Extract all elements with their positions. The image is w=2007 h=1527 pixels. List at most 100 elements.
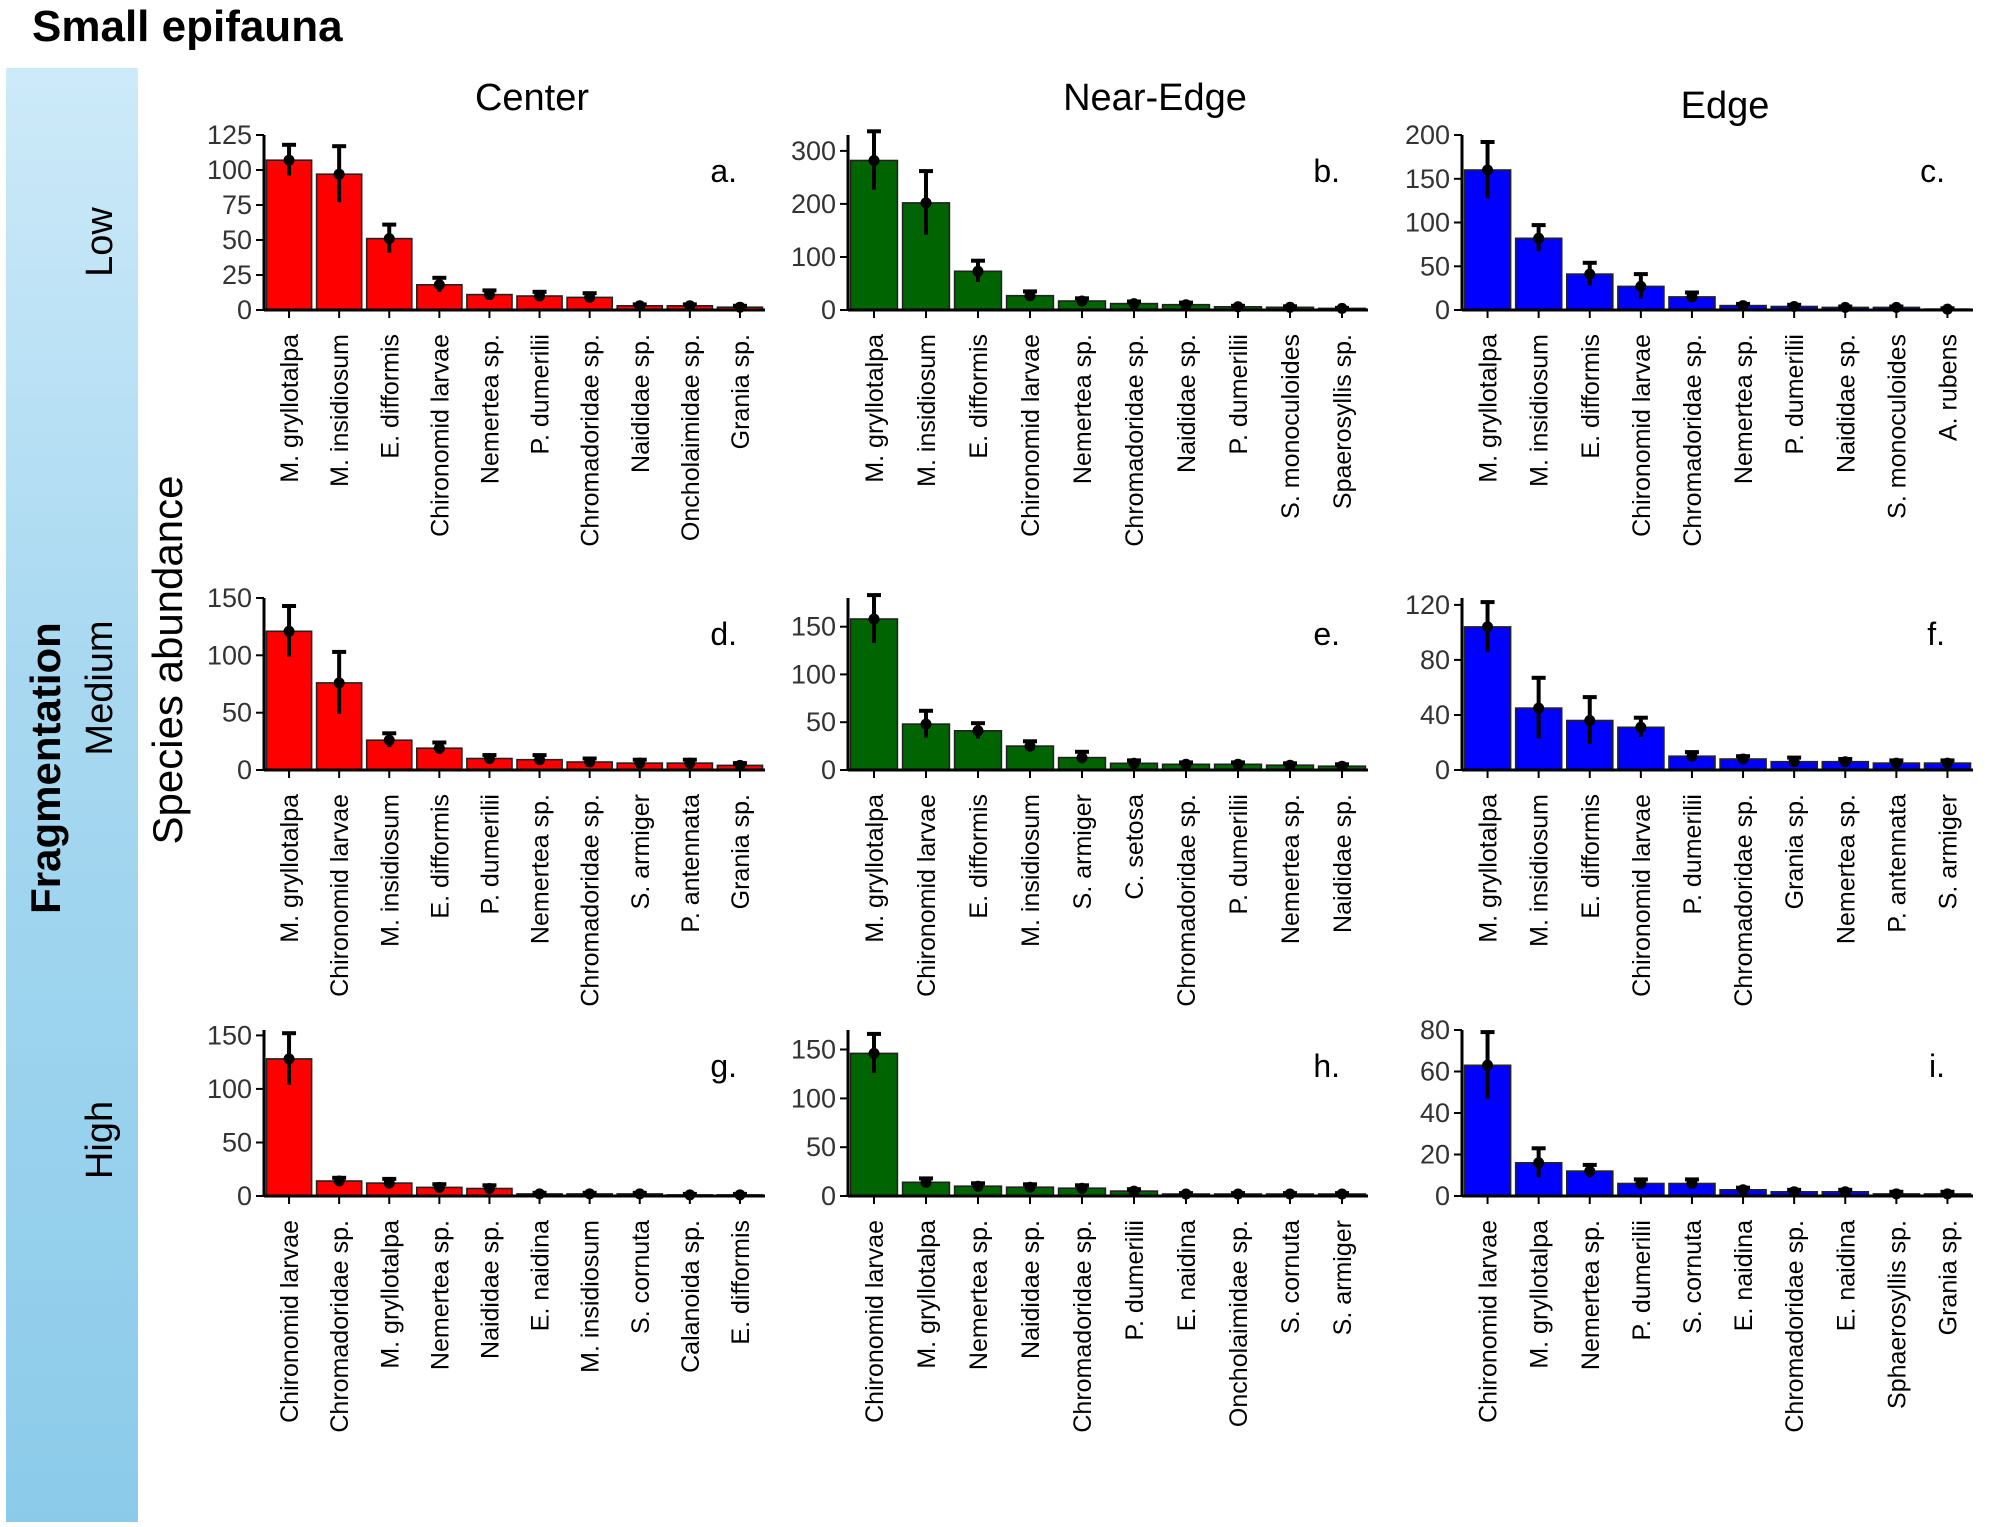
row-label-high: High	[79, 1101, 121, 1179]
mean-point	[333, 1175, 345, 1187]
category-label: P. dumerilii	[1679, 794, 1707, 914]
y-tick-label: 20	[1420, 1140, 1450, 1170]
category-label: Nemertea sp.	[1069, 334, 1097, 484]
panel-letter: i.	[1929, 1048, 1945, 1084]
category-label: Naididae sp.	[476, 1220, 504, 1359]
y-tick-label: 0	[237, 1181, 252, 1211]
mean-point	[734, 759, 746, 771]
category-label: Chromadoridae sp.	[1173, 794, 1201, 1007]
mean-point	[433, 742, 445, 754]
category-label: E. naidina	[1730, 1220, 1758, 1331]
mean-point	[972, 725, 984, 737]
category-label: Oncholaimidae sp.	[677, 334, 705, 541]
category-label: Chironomid larvae	[1475, 1220, 1503, 1423]
column-headers: Center Near-Edge Edge	[475, 77, 1769, 127]
y-tick-label: 60	[1420, 1057, 1450, 1087]
panel-letter: a.	[710, 153, 737, 189]
mean-point	[283, 625, 295, 637]
category-label: Chironomid larvae	[1628, 794, 1656, 997]
category-label: Nemertea sp.	[1577, 1220, 1605, 1370]
mean-point	[433, 279, 445, 291]
mean-point	[1076, 1182, 1088, 1194]
y-tick-label: 200	[1405, 120, 1450, 150]
category-label: M. insidiosum	[577, 1220, 605, 1373]
mean-point	[1232, 758, 1244, 770]
y-tick-label: 50	[222, 225, 252, 255]
category-label: Spaerosyllis sp.	[1329, 334, 1357, 509]
category-label: S. armiger	[1329, 1220, 1357, 1335]
category-label: Naididae sp.	[627, 334, 655, 473]
y-tick-label: 0	[821, 295, 836, 325]
figure-title: Small epifauna	[32, 2, 343, 51]
y-tick-label: 150	[207, 1020, 252, 1050]
chart-panel-d: M. gryllotalpa Chironomid larvae M. insidi…	[207, 583, 765, 1007]
category-label: Chironomid larvae	[1628, 334, 1656, 537]
column-header-edge: Edge	[1681, 85, 1770, 127]
mean-point	[1180, 758, 1192, 770]
mean-point	[483, 753, 495, 764]
mean-point	[972, 1180, 984, 1192]
mean-point	[1533, 232, 1545, 244]
mean-point	[483, 1183, 495, 1194]
y-tick-label: 120	[1405, 590, 1450, 620]
y-tick-label: 50	[806, 1132, 836, 1162]
y-tick-label: 0	[821, 755, 836, 785]
y-tick-label: 40	[1420, 1098, 1450, 1128]
mean-point	[483, 289, 495, 301]
category-label: A. rubens	[1935, 334, 1963, 441]
y-tick-label: 80	[1420, 645, 1450, 675]
row-label-medium: Medium	[79, 620, 121, 755]
chart-panel-h: Chironomid larvae M. gryllotalpa Nemertea …	[791, 1030, 1368, 1433]
y-tick-label: 50	[806, 707, 836, 737]
category-label: E. difformis	[376, 334, 404, 459]
category-label: Chromadoridae sp.	[1121, 334, 1149, 547]
mean-point	[1128, 1185, 1140, 1197]
y-tick-label: 100	[207, 1074, 252, 1104]
mean-point	[920, 1176, 932, 1188]
mean-point	[383, 734, 395, 746]
mean-point	[1024, 740, 1036, 752]
mean-point	[1584, 1165, 1596, 1177]
category-label: Chromadoridae sp.	[1730, 794, 1758, 1007]
chart-panel-b: M. gryllotalpa M. insidiosum E. difformis C…	[791, 129, 1368, 547]
mean-point	[1737, 1184, 1749, 1196]
category-label: Chromadoridae sp.	[577, 794, 605, 1007]
mean-point	[684, 757, 696, 769]
y-tick-label: 80	[1420, 1015, 1450, 1045]
mean-point	[1584, 268, 1596, 280]
y-tick-label: 100	[791, 242, 836, 272]
category-label: Naididae sp.	[1173, 334, 1201, 473]
y-tick-label: 150	[207, 583, 252, 613]
y-tick-label: 50	[222, 698, 252, 728]
category-label: Nemertea sp.	[476, 334, 504, 484]
mean-point	[1737, 300, 1749, 312]
panel-letter: f.	[1927, 616, 1945, 652]
category-label: P. antennata	[677, 794, 705, 933]
category-label: Naididae sp.	[1832, 334, 1860, 473]
y-tick-label: 50	[1420, 251, 1450, 281]
category-label: E. naidina	[527, 1220, 555, 1331]
fragmentation-label: Fragmentation	[22, 622, 69, 914]
category-label: P. dumerilii	[1225, 794, 1253, 914]
mean-point	[1686, 1178, 1698, 1189]
category-label: P. dumerilii	[527, 334, 555, 454]
mean-point	[584, 756, 596, 768]
mean-point	[1686, 750, 1698, 762]
mean-point	[868, 155, 880, 166]
bar	[849, 1052, 899, 1197]
chart-panels: M. gryllotalpa M. insidiosum E. difformis C…	[207, 120, 1973, 1433]
mean-point	[1482, 164, 1494, 176]
y-tick-label: 100	[791, 659, 836, 689]
mean-point	[1635, 721, 1647, 733]
mean-point	[1584, 715, 1596, 726]
category-label: Chromadoridae sp.	[577, 334, 605, 547]
y-tick-label: 0	[1435, 755, 1450, 785]
category-label: Chironomid larvae	[1017, 334, 1045, 537]
mean-point	[1635, 1178, 1647, 1189]
category-label: Sphaerosyllis sp.	[1883, 1220, 1911, 1409]
category-label: Calanoida sp.	[677, 1220, 705, 1373]
category-label: M. insidiosum	[913, 334, 941, 487]
mean-point	[1284, 759, 1296, 771]
category-label: E. difformis	[1577, 794, 1605, 919]
mean-point	[383, 1177, 395, 1189]
